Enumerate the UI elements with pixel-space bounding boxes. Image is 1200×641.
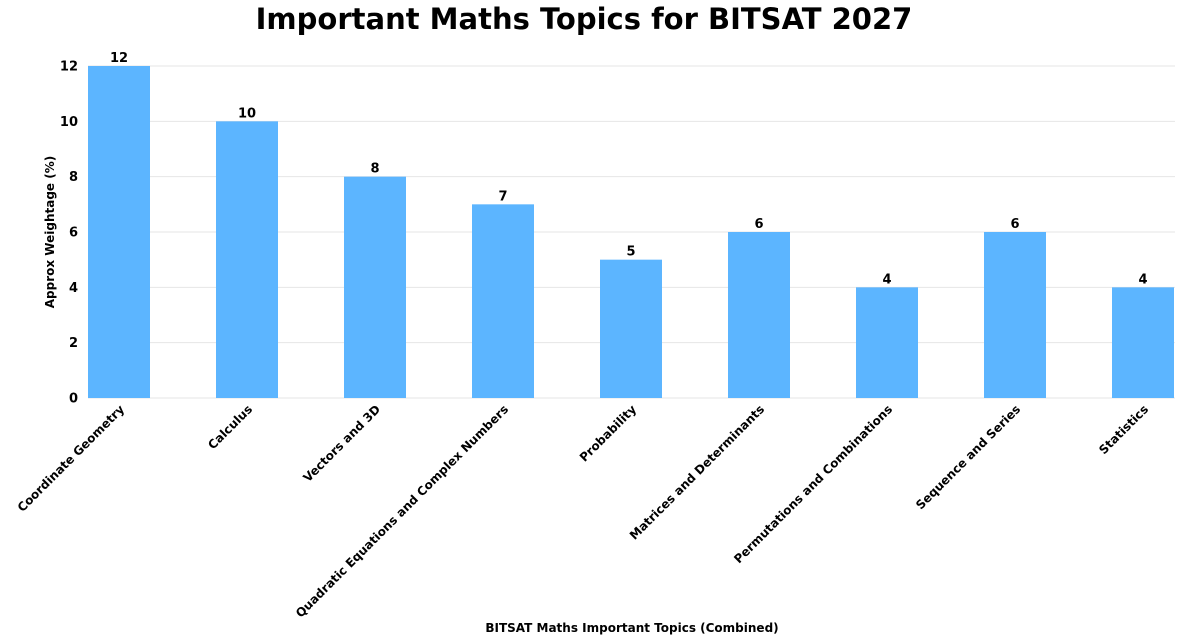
chart-title: Important Maths Topics for BITSAT 2027 (255, 2, 913, 36)
bar (344, 176, 406, 398)
y-tick-label: 4 (69, 281, 78, 296)
y-tick-label: 6 (69, 226, 78, 241)
x-tick-label: Coordinate Geometry (15, 402, 128, 515)
y-tick-label: 10 (60, 115, 78, 130)
x-axis-label: BITSAT Maths Important Topics (Combined) (485, 621, 779, 635)
bar (216, 121, 278, 398)
y-tick-label: 0 (69, 392, 78, 407)
x-tick-label: Calculus (205, 402, 255, 452)
data-label: 10 (238, 106, 256, 121)
data-label: 5 (626, 245, 635, 260)
x-tick-label: Probability (577, 402, 639, 464)
bar (472, 204, 534, 398)
x-axis-ticks: Coordinate Geometry Calculus Vectors and 3… (15, 402, 1151, 620)
y-tick-label: 12 (60, 60, 78, 75)
data-label: 4 (1138, 272, 1147, 287)
bar (600, 259, 662, 398)
x-tick-label: Matrices and Determinants (627, 402, 767, 542)
y-axis-label-text: Approx Weightage (%) (43, 155, 57, 309)
x-tick-label: Statistics (1096, 402, 1151, 457)
y-tick-label: 8 (69, 170, 78, 185)
data-label: 7 (498, 189, 507, 204)
x-tick-label: Permutations and Combinations (731, 402, 895, 566)
x-tick-label: Sequence and Series (913, 402, 1023, 512)
data-label: 12 (110, 51, 128, 66)
data-label: 8 (370, 162, 379, 177)
x-tick-label: Vectors and 3D (301, 402, 384, 485)
bar (1112, 287, 1174, 398)
data-label: 4 (882, 272, 891, 287)
x-tick-label: Quadratic Equations and Complex Numbers (293, 402, 511, 620)
bar (88, 66, 150, 398)
bars (88, 66, 1174, 398)
bar (856, 287, 918, 398)
data-label: 6 (1010, 217, 1019, 232)
data-label: 6 (754, 217, 763, 232)
data-labels: 12 10 8 7 5 6 4 6 4 (110, 51, 1148, 287)
y-axis-ticks: 0 2 4 6 8 10 12 (60, 60, 78, 407)
bar (984, 232, 1046, 398)
y-tick-label: 2 (69, 336, 78, 351)
bar (728, 232, 790, 398)
